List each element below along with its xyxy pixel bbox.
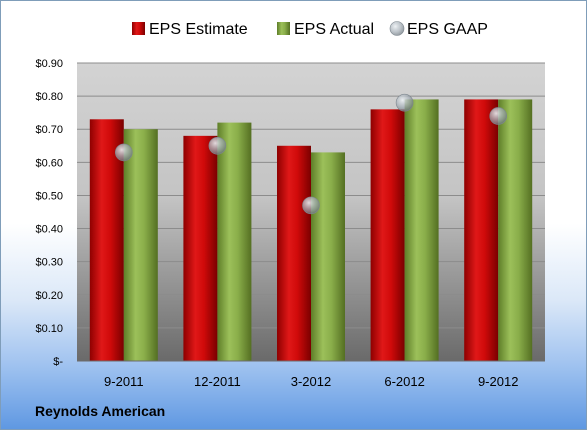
y-axis: $- $0.10 $0.20 $0.30 $0.40 $0.50 $0.60 $0.70 $0.… bbox=[35, 58, 63, 368]
y-tick-label: $0.10 bbox=[35, 323, 63, 335]
bar-eps-actual bbox=[311, 152, 345, 361]
y-tick-label: $0.60 bbox=[35, 157, 63, 169]
bars bbox=[89, 99, 533, 362]
chart-legend: EPS Estimate EPS Actual EPS GAAP bbox=[132, 21, 488, 38]
x-tick-label: 6-2012 bbox=[384, 374, 424, 389]
bar-eps-actual bbox=[498, 99, 533, 361]
y-tick-label: $- bbox=[53, 356, 63, 368]
y-tick-label: $0.80 bbox=[35, 91, 63, 103]
x-tick-label: 3-2012 bbox=[291, 374, 331, 389]
point-eps-gaap bbox=[489, 107, 508, 125]
legend-swatch-eps-actual bbox=[277, 22, 290, 35]
legend-label-eps-gaap: EPS GAAP bbox=[407, 21, 488, 38]
point-eps-gaap bbox=[302, 196, 320, 215]
bar-eps-actual bbox=[123, 129, 158, 361]
y-tick-label: $0.20 bbox=[35, 290, 63, 302]
bar-eps-estimate bbox=[89, 119, 124, 362]
bar-eps-estimate bbox=[183, 135, 218, 361]
legend-label-eps-estimate: EPS Estimate bbox=[149, 21, 248, 38]
bar-eps-estimate bbox=[277, 145, 311, 361]
y-tick-label: $0.70 bbox=[35, 124, 63, 136]
x-tick-label: 9-2011 bbox=[104, 374, 144, 389]
point-eps-gaap bbox=[395, 93, 414, 112]
bar-eps-estimate bbox=[464, 99, 499, 361]
y-tick-label: $0.90 bbox=[35, 58, 63, 70]
bar-eps-estimate bbox=[370, 109, 405, 361]
x-axis: 9-2011 12-2011 3-2012 6-2012 9-2012 bbox=[77, 360, 545, 389]
y-tick-label: $0.30 bbox=[35, 257, 63, 269]
bar-eps-actual bbox=[217, 122, 252, 361]
company-name: Reynolds American bbox=[35, 403, 166, 419]
gaap-points bbox=[115, 93, 508, 215]
y-tick-label: $0.40 bbox=[35, 224, 63, 236]
legend-swatch-eps-gaap bbox=[389, 21, 405, 36]
legend-swatch-eps-estimate bbox=[132, 22, 145, 35]
x-tick-label: 9-2012 bbox=[478, 374, 518, 389]
point-eps-gaap bbox=[208, 136, 227, 155]
legend-label-eps-actual: EPS Actual bbox=[294, 21, 374, 38]
y-tick-label: $0.50 bbox=[35, 190, 63, 202]
bar-eps-actual bbox=[404, 99, 439, 361]
x-tick-label: 12-2011 bbox=[194, 374, 241, 389]
point-eps-gaap bbox=[115, 143, 133, 162]
